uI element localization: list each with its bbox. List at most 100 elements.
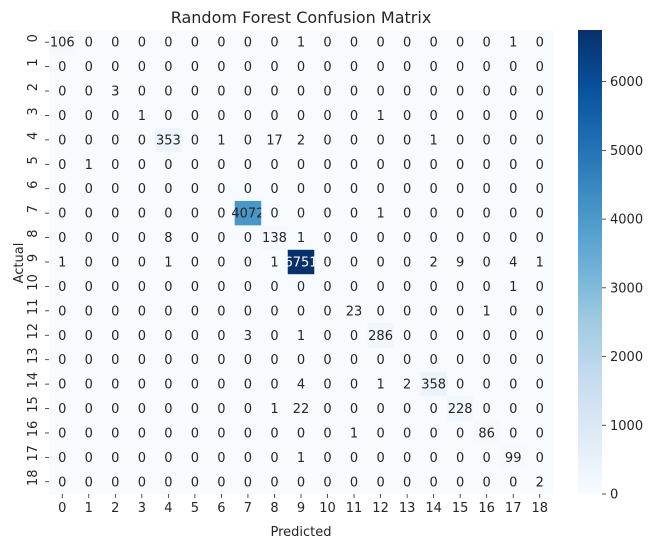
cell-value-label: 0 xyxy=(217,329,225,344)
heatmap-cell xyxy=(128,323,156,348)
heatmap-cell xyxy=(234,274,262,300)
heatmap-cell xyxy=(393,30,421,55)
heatmap-cell xyxy=(155,420,183,446)
heatmap-cell xyxy=(208,30,236,55)
cell-value-label: 0 xyxy=(58,85,66,100)
heatmap-cell xyxy=(261,152,289,177)
cell-value-label: 0 xyxy=(270,182,278,197)
heatmap-cell xyxy=(393,54,421,80)
colorbar-ticks: 0 1000 2000 3000 4000 5000 6000 xyxy=(602,75,643,503)
heatmap-cell xyxy=(499,200,527,226)
cell-value-label: 0 xyxy=(111,158,119,173)
heatmap-cell xyxy=(102,78,129,104)
cell-value-label: 99 xyxy=(505,451,522,466)
heatmap-cell xyxy=(102,200,129,226)
cell-value-label: 0 xyxy=(323,402,331,417)
cell-value-label: 0 xyxy=(323,256,331,271)
cell-value-label: 0 xyxy=(270,475,278,490)
cell-value-label: 0 xyxy=(58,109,66,124)
cell-value-label: 0 xyxy=(270,85,278,100)
heatmap-cell xyxy=(75,469,103,495)
cell-value-label: 1 xyxy=(138,109,146,124)
heatmap-cell xyxy=(446,30,474,55)
heatmap-cell xyxy=(473,127,501,153)
heatmap-cell xyxy=(49,176,76,202)
heatmap-cell xyxy=(128,469,156,495)
heatmap-cell xyxy=(155,200,183,226)
heatmap-cell xyxy=(314,298,342,324)
heatmap-cell xyxy=(49,249,76,275)
cell-value-label: 0 xyxy=(164,378,172,393)
heatmap-cell xyxy=(155,249,183,275)
heatmap-cell xyxy=(181,249,209,275)
cell-value-label: 0 xyxy=(536,109,544,124)
cell-value-label: 0 xyxy=(429,329,437,344)
cell-value-label: 0 xyxy=(138,231,146,246)
cell-value-label: 0 xyxy=(217,451,225,466)
heatmap-cell xyxy=(287,274,315,300)
heatmap-cell xyxy=(446,420,474,446)
heatmap-cell xyxy=(446,54,474,80)
cell-value-label: 0 xyxy=(138,207,146,222)
cell-value-label: 0 xyxy=(536,158,544,173)
heatmap-cell xyxy=(75,396,103,422)
cell-value-label: 0 xyxy=(244,280,252,295)
cell-value-label: 0 xyxy=(191,475,199,490)
cell-value-label: 0 xyxy=(403,231,411,246)
heatmap-cell xyxy=(393,396,421,422)
heatmap-cell xyxy=(340,420,368,446)
cell-value-label: 0 xyxy=(111,378,119,393)
heatmap-cell xyxy=(234,30,262,55)
cell-value-label: 0 xyxy=(403,60,411,75)
heatmap-cell xyxy=(314,225,342,251)
heatmap-cell xyxy=(75,225,103,251)
heatmap-cell xyxy=(208,103,236,129)
cell-value-label: 0 xyxy=(85,60,93,75)
cell-value-label: 0 xyxy=(297,158,305,173)
heatmap-cell xyxy=(340,78,368,104)
cell-value-label: 0 xyxy=(270,304,278,319)
heatmap-cell xyxy=(234,225,262,251)
cell-value-label: 0 xyxy=(191,426,199,441)
cell-value-label: 0 xyxy=(191,109,199,124)
heatmap-cell xyxy=(261,30,289,55)
heatmap-cell xyxy=(420,396,448,422)
cell-value-label: 0 xyxy=(323,133,331,148)
heatmap-cell xyxy=(446,249,474,275)
cell-value-label: 0 xyxy=(270,158,278,173)
heatmap-cell xyxy=(420,127,448,153)
cell-value-label: 0 xyxy=(376,280,384,295)
heatmap-cell xyxy=(49,371,76,397)
cell-value-label: 0 xyxy=(429,207,437,222)
heatmap-cell xyxy=(526,54,554,80)
heatmap-cell xyxy=(340,274,368,300)
cell-value-label: 0 xyxy=(483,207,491,222)
cell-value-label: 0 xyxy=(85,36,93,51)
cell-value-label: 0 xyxy=(323,109,331,124)
heatmap-cell xyxy=(446,176,474,202)
heatmap-cell xyxy=(128,445,156,470)
cell-value-label: 0 xyxy=(456,304,464,319)
cell-value-label: 0 xyxy=(85,109,93,124)
cell-value-label: 0 xyxy=(376,256,384,271)
cell-value-label: 2 xyxy=(297,133,305,148)
cell-value-label: 0 xyxy=(270,353,278,368)
cell-value-label: 0 xyxy=(191,402,199,417)
cell-value-label: 0 xyxy=(191,378,199,393)
cell-value-label: 0 xyxy=(536,207,544,222)
heatmap-cell xyxy=(367,445,395,470)
cell-value-label: 0 xyxy=(138,329,146,344)
heatmap-cell xyxy=(49,445,76,470)
cell-value-label: 0 xyxy=(297,353,305,368)
heatmap-cell xyxy=(287,225,315,251)
cell-value-label: 0 xyxy=(164,109,172,124)
heatmap-cell xyxy=(181,30,209,55)
heatmap-cell xyxy=(102,469,129,495)
heatmap-cell xyxy=(499,371,527,397)
y-tick-label: 12 xyxy=(26,323,41,340)
heatmap-cell xyxy=(314,469,342,495)
heatmap-cell xyxy=(420,103,448,129)
heatmap-cell xyxy=(420,420,448,446)
cell-value-label: 0 xyxy=(138,36,146,51)
heatmap-cell xyxy=(446,445,474,470)
